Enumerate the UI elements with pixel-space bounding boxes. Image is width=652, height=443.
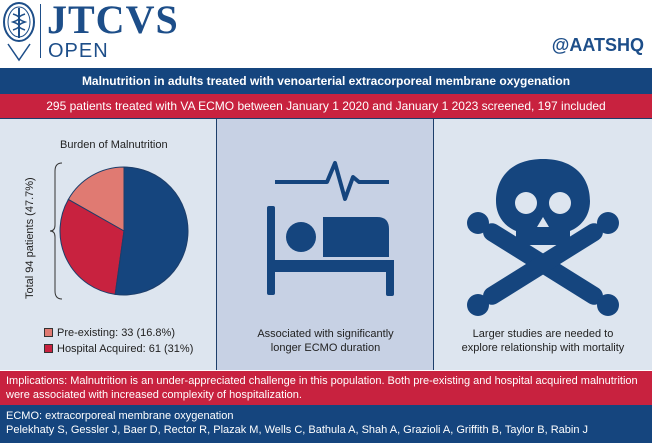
- pie-slice-hospital-acquired: [59, 198, 125, 295]
- footer: ECMO: extracorporeal membrane oxygenatio…: [0, 405, 652, 443]
- pie-slice-remainder: [114, 166, 189, 296]
- skull-crossbones-icon: [467, 159, 619, 316]
- legend-swatch-pre-existing: [44, 327, 53, 337]
- ecmo-duration-caption-line1: Associated with significantly: [257, 328, 394, 340]
- legend-label-pre-existing: Pre-existing: 33 (16.8%): [57, 327, 175, 339]
- journal-logo-title: JTCVS: [47, 0, 179, 42]
- screening-summary: 295 patients treated with VA ECMO betwee…: [0, 94, 652, 118]
- legend-label-hospital-acquired: Hospital Acquired: 61 (31%): [57, 343, 194, 355]
- ecmo-duration-panel: Associated with significantly longer ECM…: [217, 119, 434, 370]
- mortality-caption-line2: explore relationship with mortality: [461, 342, 625, 354]
- malnutrition-pie-chart: [49, 162, 189, 300]
- logo-divider: [40, 4, 41, 58]
- ecmo-duration-caption: Associated with significantly longer ECM…: [217, 327, 434, 355]
- total-bracket-line: [49, 162, 63, 300]
- panels: Burden of Malnutrition Total 94 patients…: [0, 118, 652, 370]
- journal-logo-subtitle: OPEN: [48, 40, 109, 62]
- pie-slice-pre-existing: [67, 166, 125, 232]
- page-title: Malnutrition in adults treated with veno…: [0, 68, 652, 94]
- header: JTCVS OPEN @AATSHQ: [0, 0, 652, 68]
- implications-text: Implications: Malnutrition is an under-a…: [0, 371, 652, 405]
- legend-item-pre-existing: Pre-existing: 33 (16.8%): [44, 327, 175, 339]
- patient-in-bed-heartbeat-icon: [267, 161, 394, 296]
- social-handle[interactable]: @AATSHQ: [551, 35, 644, 55]
- abbreviation-note: ECMO: extracorporeal membrane oxygenatio…: [6, 410, 234, 422]
- legend-swatch-hospital-acquired: [44, 343, 53, 353]
- mortality-caption-line1: Larger studies are needed to: [472, 328, 614, 340]
- mortality-caption: Larger studies are needed to explore rel…: [434, 327, 652, 355]
- mortality-panel: Larger studies are needed to explore rel…: [434, 119, 652, 370]
- burden-panel: Burden of Malnutrition Total 94 patients…: [0, 119, 217, 370]
- author-list: Pelekhaty S, Gessler J, Baer D, Rector R…: [6, 424, 589, 436]
- burden-heading: Burden of Malnutrition: [60, 139, 168, 151]
- caduceus-seal-icon: [3, 2, 35, 62]
- legend-item-hospital-acquired: Hospital Acquired: 61 (31%): [44, 343, 193, 355]
- ecmo-duration-caption-line2: longer ECMO duration: [270, 342, 381, 354]
- total-patients-label: Total 94 patients (47.7%): [24, 177, 36, 299]
